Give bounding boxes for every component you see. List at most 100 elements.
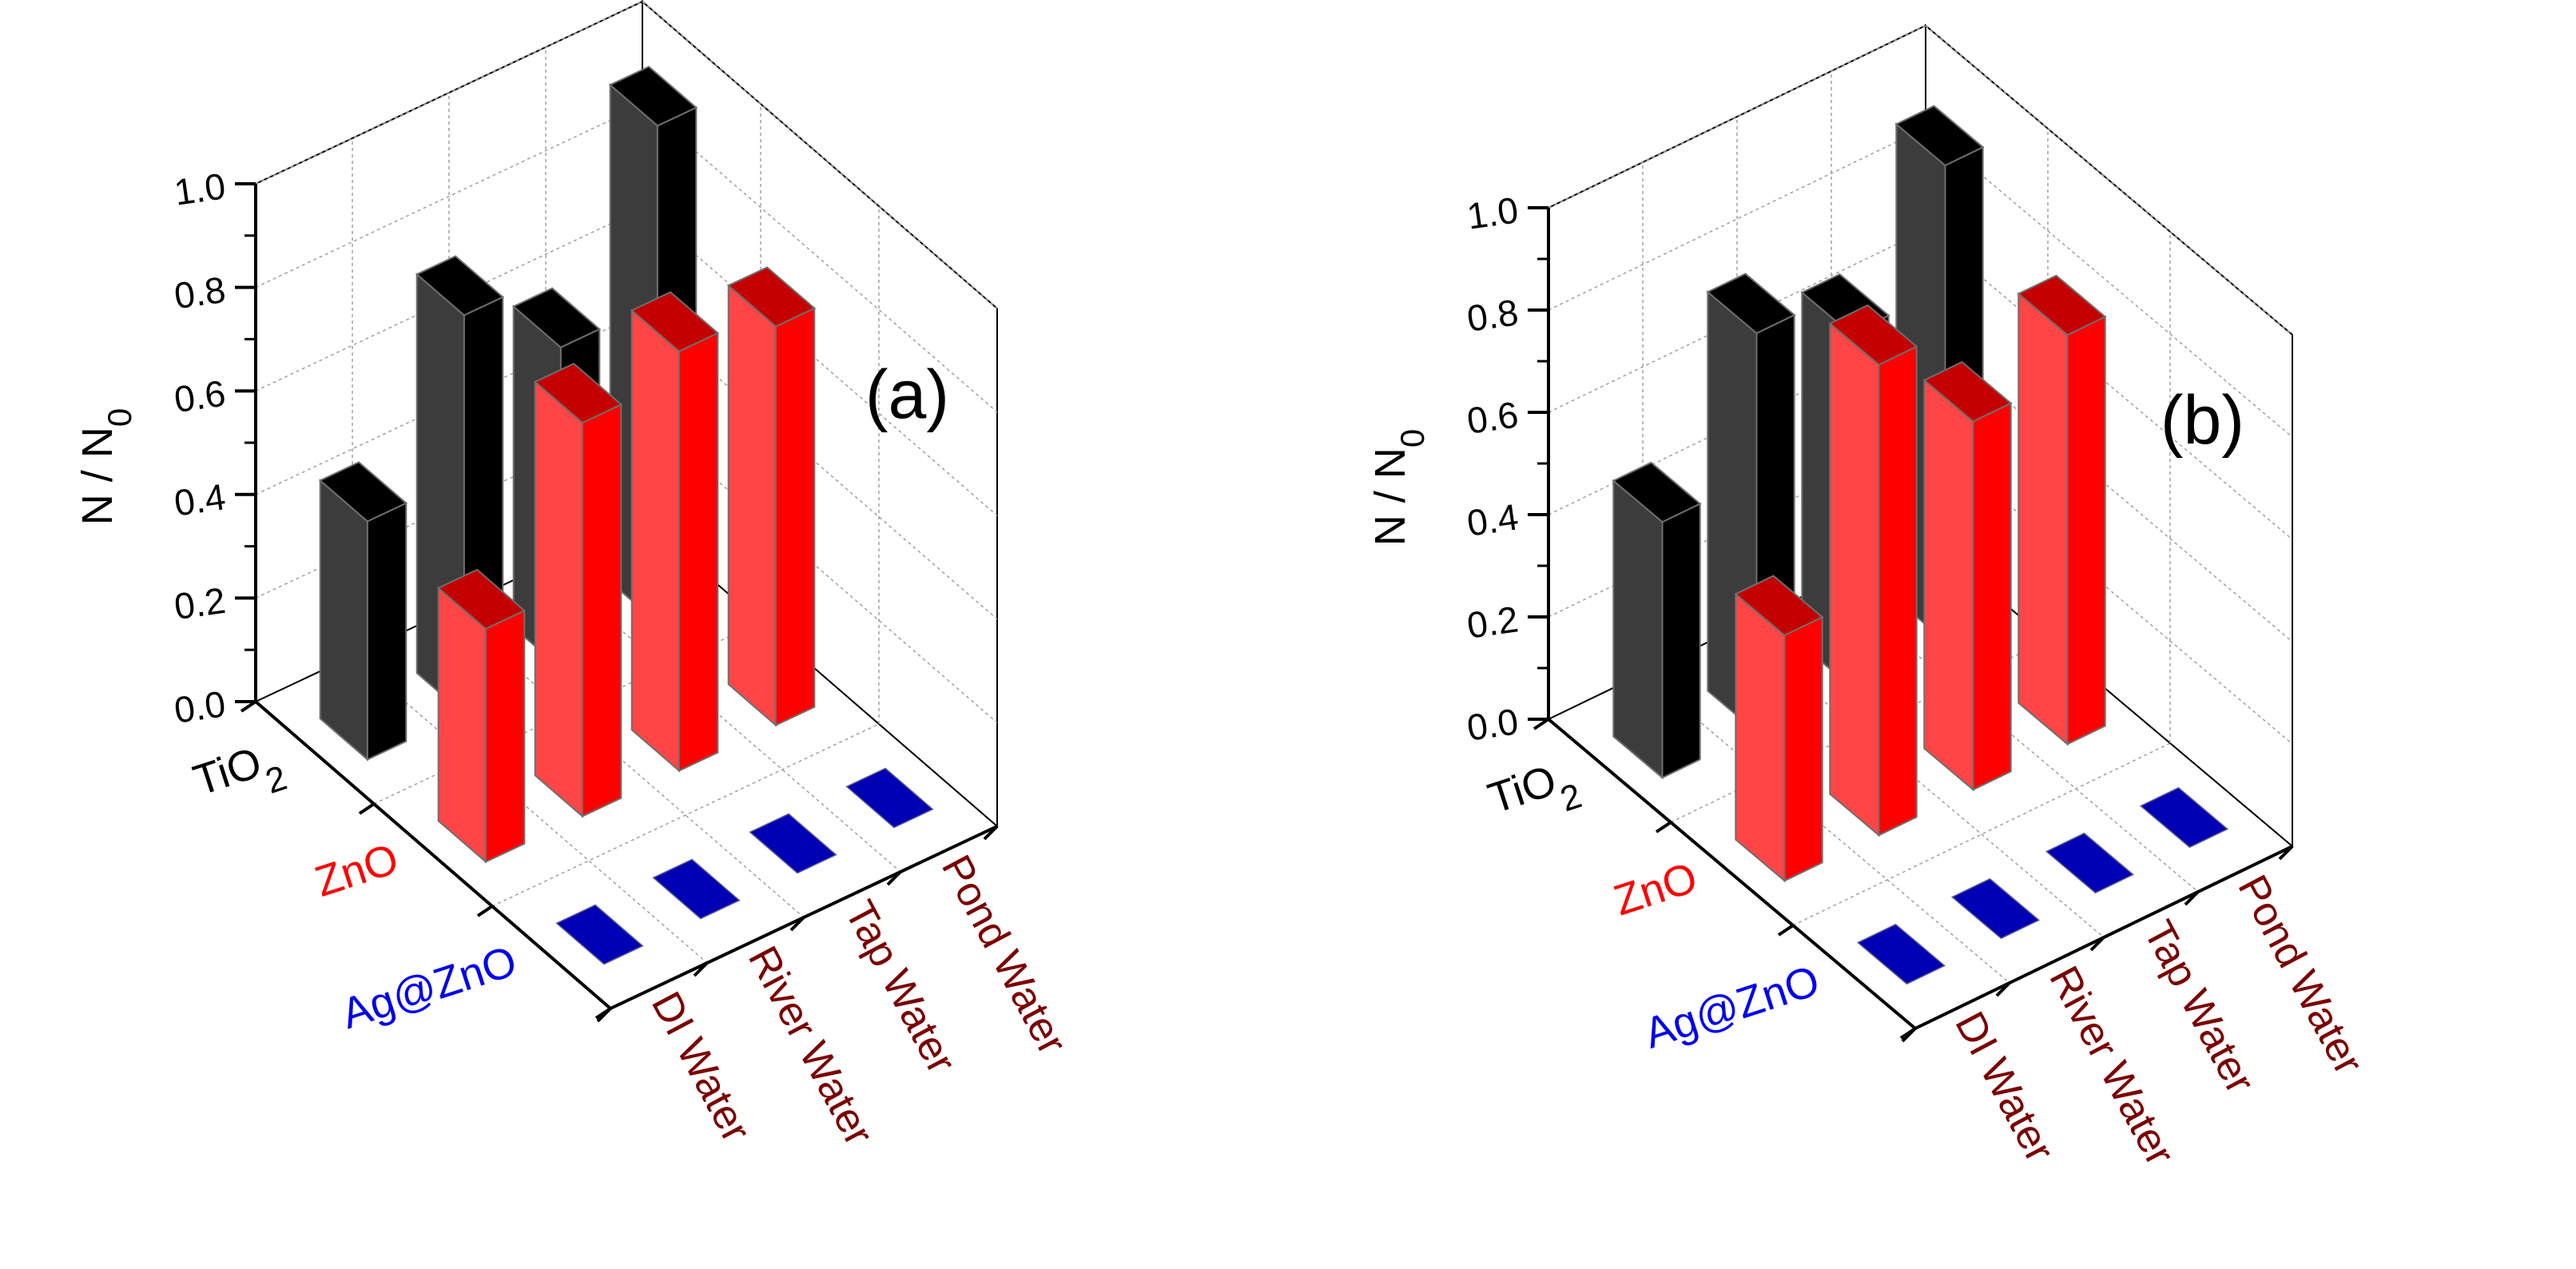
floor-gridline <box>491 723 880 907</box>
bar-top-face <box>608 66 698 127</box>
bar-ag-zno-pond-water <box>845 767 934 829</box>
bar-top-face <box>511 287 602 348</box>
floor-gridline <box>352 655 708 964</box>
y-tick-label: 0.6 <box>1465 393 1521 441</box>
category-tick-mark <box>2089 936 2105 952</box>
bar-left-face <box>727 284 777 727</box>
category-tick-mark <box>2184 890 2200 906</box>
bar-front-face <box>2066 315 2106 746</box>
bar-zno-di-water <box>1734 575 1824 883</box>
chart-panel-b: 0.0 0.2 0.4 0.6 0.8 1.0 TiO2 ZnO Ag@ZnO DI WaterR… <box>1366 23 2372 1173</box>
series-label-tio2: TiO2 <box>1483 750 1587 840</box>
bar-top-face <box>1922 360 2013 423</box>
bar-top-face <box>1894 105 1985 167</box>
bar-front-face <box>678 332 719 773</box>
bar-left-face <box>1612 479 1664 780</box>
bar-top-face <box>436 568 527 631</box>
series-tick-mark <box>358 802 376 815</box>
bar-front-face <box>1783 615 1823 882</box>
panel-label: (a) <box>865 356 949 433</box>
y-tick-label: 0.4 <box>172 475 229 523</box>
y-tick-label: 0.6 <box>172 372 229 420</box>
category-label-pond-water: Pond Water <box>932 848 1075 1062</box>
bar-ag-zno-pond-water <box>2139 786 2229 849</box>
bar-top-face <box>630 291 720 352</box>
wall-gridline <box>642 105 998 413</box>
y-tick-label: 0.4 <box>1465 495 1521 543</box>
bar-front-face <box>1972 402 2012 791</box>
bar-top-face <box>1612 461 1702 523</box>
y-tick-label: 0.2 <box>172 579 229 627</box>
series-label-zno: ZnO <box>1608 853 1703 925</box>
bar-top-face <box>1734 575 1824 637</box>
bar-left-face <box>1923 378 1974 792</box>
bars <box>318 66 934 965</box>
bar-zno-pond-water <box>726 266 817 727</box>
category-label-river-water: River Water <box>739 939 882 1153</box>
y-tick-label: 0.8 <box>172 269 229 316</box>
category-tick-mark <box>2278 845 2294 861</box>
category-tick-mark <box>1995 981 2011 997</box>
wall-gridline <box>255 104 643 288</box>
bar-base <box>652 858 741 920</box>
bar-base <box>749 813 837 874</box>
y-tick-label: 0.0 <box>172 682 229 730</box>
bar-base <box>555 904 644 965</box>
bar-front-face <box>1878 345 1918 837</box>
series-label-subscript: 2 <box>1556 776 1586 819</box>
category-tick-mark <box>596 1007 612 1023</box>
bar-ag-zno-di-water <box>1856 923 1946 985</box>
series-label-ag-zno: Ag@ZnO <box>336 937 522 1038</box>
category-label-tap-water: Tap Water <box>2134 913 2264 1101</box>
bar-front-face <box>1661 502 1701 779</box>
bar-top-face <box>1706 272 1796 335</box>
category-tick-mark <box>886 870 902 886</box>
wall-gridline <box>642 208 998 516</box>
category-label-di-water: DI Water <box>1946 1004 2063 1170</box>
bar-zno-pond-water <box>2017 274 2107 746</box>
y-tick-label: 1.0 <box>1465 189 1521 237</box>
series-tick-mark <box>1777 924 1795 937</box>
bar-front-face <box>581 403 622 818</box>
category-label-tap-water: Tap Water <box>836 893 965 1081</box>
bar-front-face <box>774 307 816 727</box>
bar-top-face <box>415 255 505 316</box>
y-axis-title-subscript: 0 <box>1393 429 1431 448</box>
bar-base <box>1856 923 1946 985</box>
bar-zno-river-water <box>1828 304 1918 837</box>
bar-tio2-di-water <box>1612 461 1702 780</box>
bar-ag-zno-tap-water <box>2045 832 2135 894</box>
bar-top-face <box>2017 274 2107 336</box>
series-tick-mark <box>476 905 494 917</box>
series-axis-line <box>254 700 612 1010</box>
series-tick-mark <box>1655 821 1672 833</box>
bar-left-face <box>437 586 487 864</box>
bar-top-face <box>726 266 817 328</box>
bar-left-face <box>1735 592 1786 883</box>
bar-top-face <box>533 362 623 424</box>
bar-base <box>2139 786 2229 849</box>
series-label-subscript: 2 <box>260 758 291 801</box>
bar-zno-river-water <box>533 362 623 818</box>
bar-top-face <box>1828 304 1918 366</box>
y-tick-label: 0.0 <box>1465 700 1521 748</box>
series-label-tio2: TiO2 <box>188 732 292 821</box>
series-tick-mark <box>240 700 257 713</box>
y-axis-title: N / N0 <box>1366 429 1431 546</box>
bar-left-face <box>2017 292 2069 746</box>
bar-top-face <box>318 461 408 523</box>
bar-base <box>845 767 934 829</box>
bar-left-face <box>534 380 583 818</box>
y-tick-label: 1.0 <box>172 165 229 213</box>
y-axis-title-subscript: 0 <box>101 408 138 427</box>
bar-base <box>2045 832 2135 894</box>
category-label-di-water: DI Water <box>642 985 760 1150</box>
bar-ag-zno-river-water <box>652 858 741 920</box>
category-tick-mark <box>693 961 709 977</box>
bar-front-face <box>366 502 407 762</box>
category-label-river-water: River Water <box>2040 959 2183 1173</box>
bar-ag-zno-river-water <box>1950 877 2041 940</box>
category-label-pond-water: Pond Water <box>2228 868 2371 1082</box>
